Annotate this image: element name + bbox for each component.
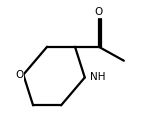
Text: O: O	[15, 70, 23, 80]
Text: O: O	[95, 7, 103, 17]
Text: NH: NH	[90, 72, 106, 82]
